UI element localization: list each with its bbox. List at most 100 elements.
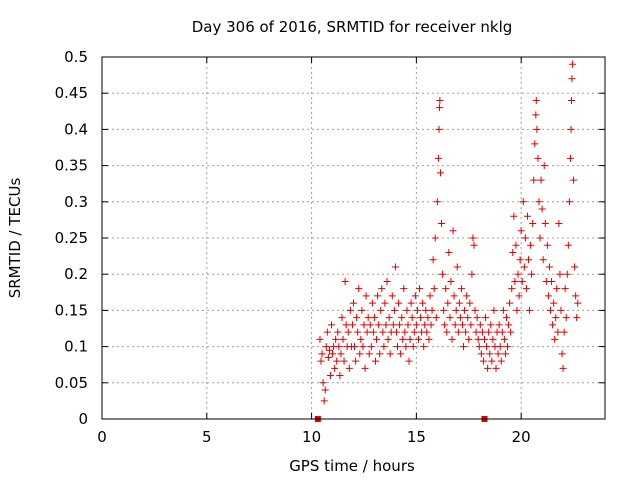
data-point [346, 306, 354, 314]
data-point [344, 328, 352, 336]
data-point [454, 328, 462, 336]
data-point [440, 306, 448, 314]
data-point [450, 292, 458, 300]
data-point [421, 321, 429, 329]
data-point [522, 285, 530, 293]
data-point [521, 234, 529, 242]
data-point [496, 343, 504, 351]
data-point [479, 357, 487, 365]
data-point [354, 328, 362, 336]
x-tick-label: 20 [512, 428, 531, 446]
data-point [405, 357, 413, 365]
data-point [318, 350, 326, 358]
data-point [419, 299, 427, 307]
data-point [321, 386, 329, 394]
data-point [324, 353, 332, 361]
data-point [317, 357, 325, 365]
data-point [553, 285, 561, 293]
data-point [404, 321, 412, 329]
data-point [504, 343, 512, 351]
data-point [372, 357, 380, 365]
data-point [327, 321, 335, 329]
data-point [359, 343, 367, 351]
data-point [408, 314, 416, 322]
data-point [480, 335, 488, 343]
data-point [455, 299, 463, 307]
data-point [570, 176, 578, 184]
data-point [462, 328, 470, 336]
data-point [548, 277, 556, 285]
y-tick-label: 0.15 [55, 301, 88, 319]
data-point [448, 335, 456, 343]
data-point [379, 328, 387, 336]
data-point [389, 321, 397, 329]
data-point [560, 328, 568, 336]
x-axis-label: GPS time / hours [289, 457, 415, 475]
data-point [513, 306, 521, 314]
data-point [429, 256, 437, 264]
data-point [510, 212, 518, 220]
data-point [466, 299, 474, 307]
data-point [388, 292, 396, 300]
data-point [545, 263, 553, 271]
data-point [337, 350, 345, 358]
data-point [378, 285, 386, 293]
data-point [435, 104, 443, 112]
data-point [325, 346, 333, 354]
data-point [540, 162, 548, 170]
data-point [362, 292, 370, 300]
data-point [566, 154, 574, 162]
data-point [476, 321, 484, 329]
data-point [411, 292, 419, 300]
data-point [332, 335, 340, 343]
y-axis-label: SRMTID / TECUs [6, 178, 24, 299]
data-point [532, 111, 540, 119]
data-point [360, 321, 368, 329]
data-point [335, 343, 343, 351]
data-point [470, 241, 478, 249]
data-point [438, 220, 446, 228]
data-point [501, 350, 509, 358]
grid-lines [102, 57, 605, 419]
data-point [381, 299, 389, 307]
data-points [314, 60, 582, 422]
data-point [368, 299, 376, 307]
x-tick-label: 10 [302, 428, 321, 446]
data-point [339, 335, 347, 343]
data-point [352, 357, 360, 365]
data-point [427, 321, 435, 329]
data-point [478, 328, 486, 336]
data-point [533, 125, 541, 133]
data-point [401, 328, 409, 336]
data-point [341, 277, 349, 285]
data-point [511, 277, 519, 285]
data-point [416, 285, 424, 293]
data-point [350, 299, 357, 307]
data-point [447, 277, 455, 285]
data-point [474, 335, 482, 343]
data-point [464, 314, 472, 322]
x-tick-label: 0 [97, 428, 107, 446]
data-point [451, 321, 459, 329]
data-point [331, 364, 339, 372]
data-point [552, 314, 560, 322]
data-point [435, 125, 443, 133]
data-point [376, 350, 384, 358]
data-point [547, 306, 555, 314]
data-point [531, 140, 539, 148]
data-point [486, 350, 494, 358]
data-point [442, 285, 450, 293]
data-point [569, 60, 577, 68]
y-tick-label: 0.05 [55, 374, 88, 392]
data-point [345, 364, 353, 372]
data-point [452, 306, 460, 314]
data-point [369, 328, 377, 336]
data-point [412, 321, 420, 329]
data-point [363, 328, 371, 336]
data-point [538, 205, 546, 213]
data-point [517, 227, 525, 235]
data-point [549, 321, 557, 329]
y-tick-label: 0.25 [55, 229, 88, 247]
data-point [534, 154, 542, 162]
